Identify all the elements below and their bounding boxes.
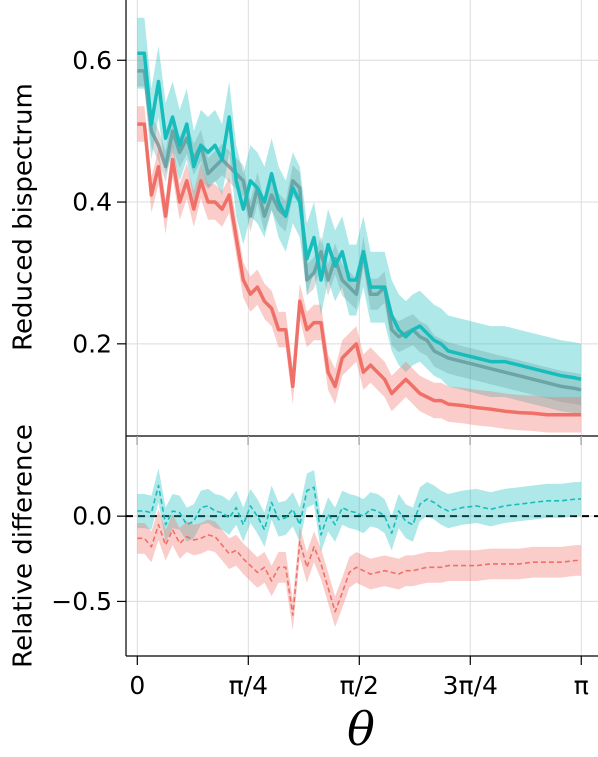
- x-tick-label: 0: [129, 671, 145, 700]
- x-tick-label: 3π/4: [443, 671, 498, 700]
- x-tick-label: π: [574, 671, 589, 700]
- series-band-teal: [137, 468, 582, 552]
- y-tick-label: 0.4: [72, 188, 112, 217]
- top-grid: [126, 0, 598, 436]
- series-line-teal: [137, 484, 581, 536]
- series-line-red: [137, 523, 581, 616]
- y-tick-label: −0.5: [51, 587, 112, 616]
- y-tick-label: 0.6: [72, 46, 112, 75]
- bottom-y-tick-labels: −0.5 0.0: [51, 502, 112, 616]
- top-y-axis-label: Reduced bispectrum: [9, 83, 39, 351]
- top-series-group: [137, 17, 582, 433]
- series-line-teal: [137, 51, 582, 381]
- bottom-y-axis-label: Relative difference: [9, 424, 39, 668]
- y-tick-label: 0.2: [72, 329, 112, 358]
- x-tick-label: π/2: [340, 671, 379, 700]
- series-band-teal: [137, 17, 582, 415]
- y-tick-label: 0.0: [72, 502, 112, 531]
- series-band-red: [137, 509, 582, 631]
- series-line-red: [137, 122, 581, 417]
- bottom-panel-relative-difference: −0.5 0.0 0 π/4 π/2 3π/4 π Relative difference…: [9, 424, 598, 756]
- top-y-tick-labels: 0.2 0.4 0.6: [72, 46, 112, 359]
- series-band-red: [137, 106, 582, 433]
- bottom-axes: [117, 436, 598, 665]
- x-tick-label: π/4: [229, 671, 268, 700]
- top-panel-reduced-bispectrum: 0.2 0.4 0.6 Reduced bispectrum: [9, 0, 598, 445]
- x-tick-labels: 0 π/4 π/2 3π/4 π: [129, 671, 588, 700]
- bottom-series-group: [126, 468, 598, 631]
- x-axis-label: θ: [347, 702, 375, 756]
